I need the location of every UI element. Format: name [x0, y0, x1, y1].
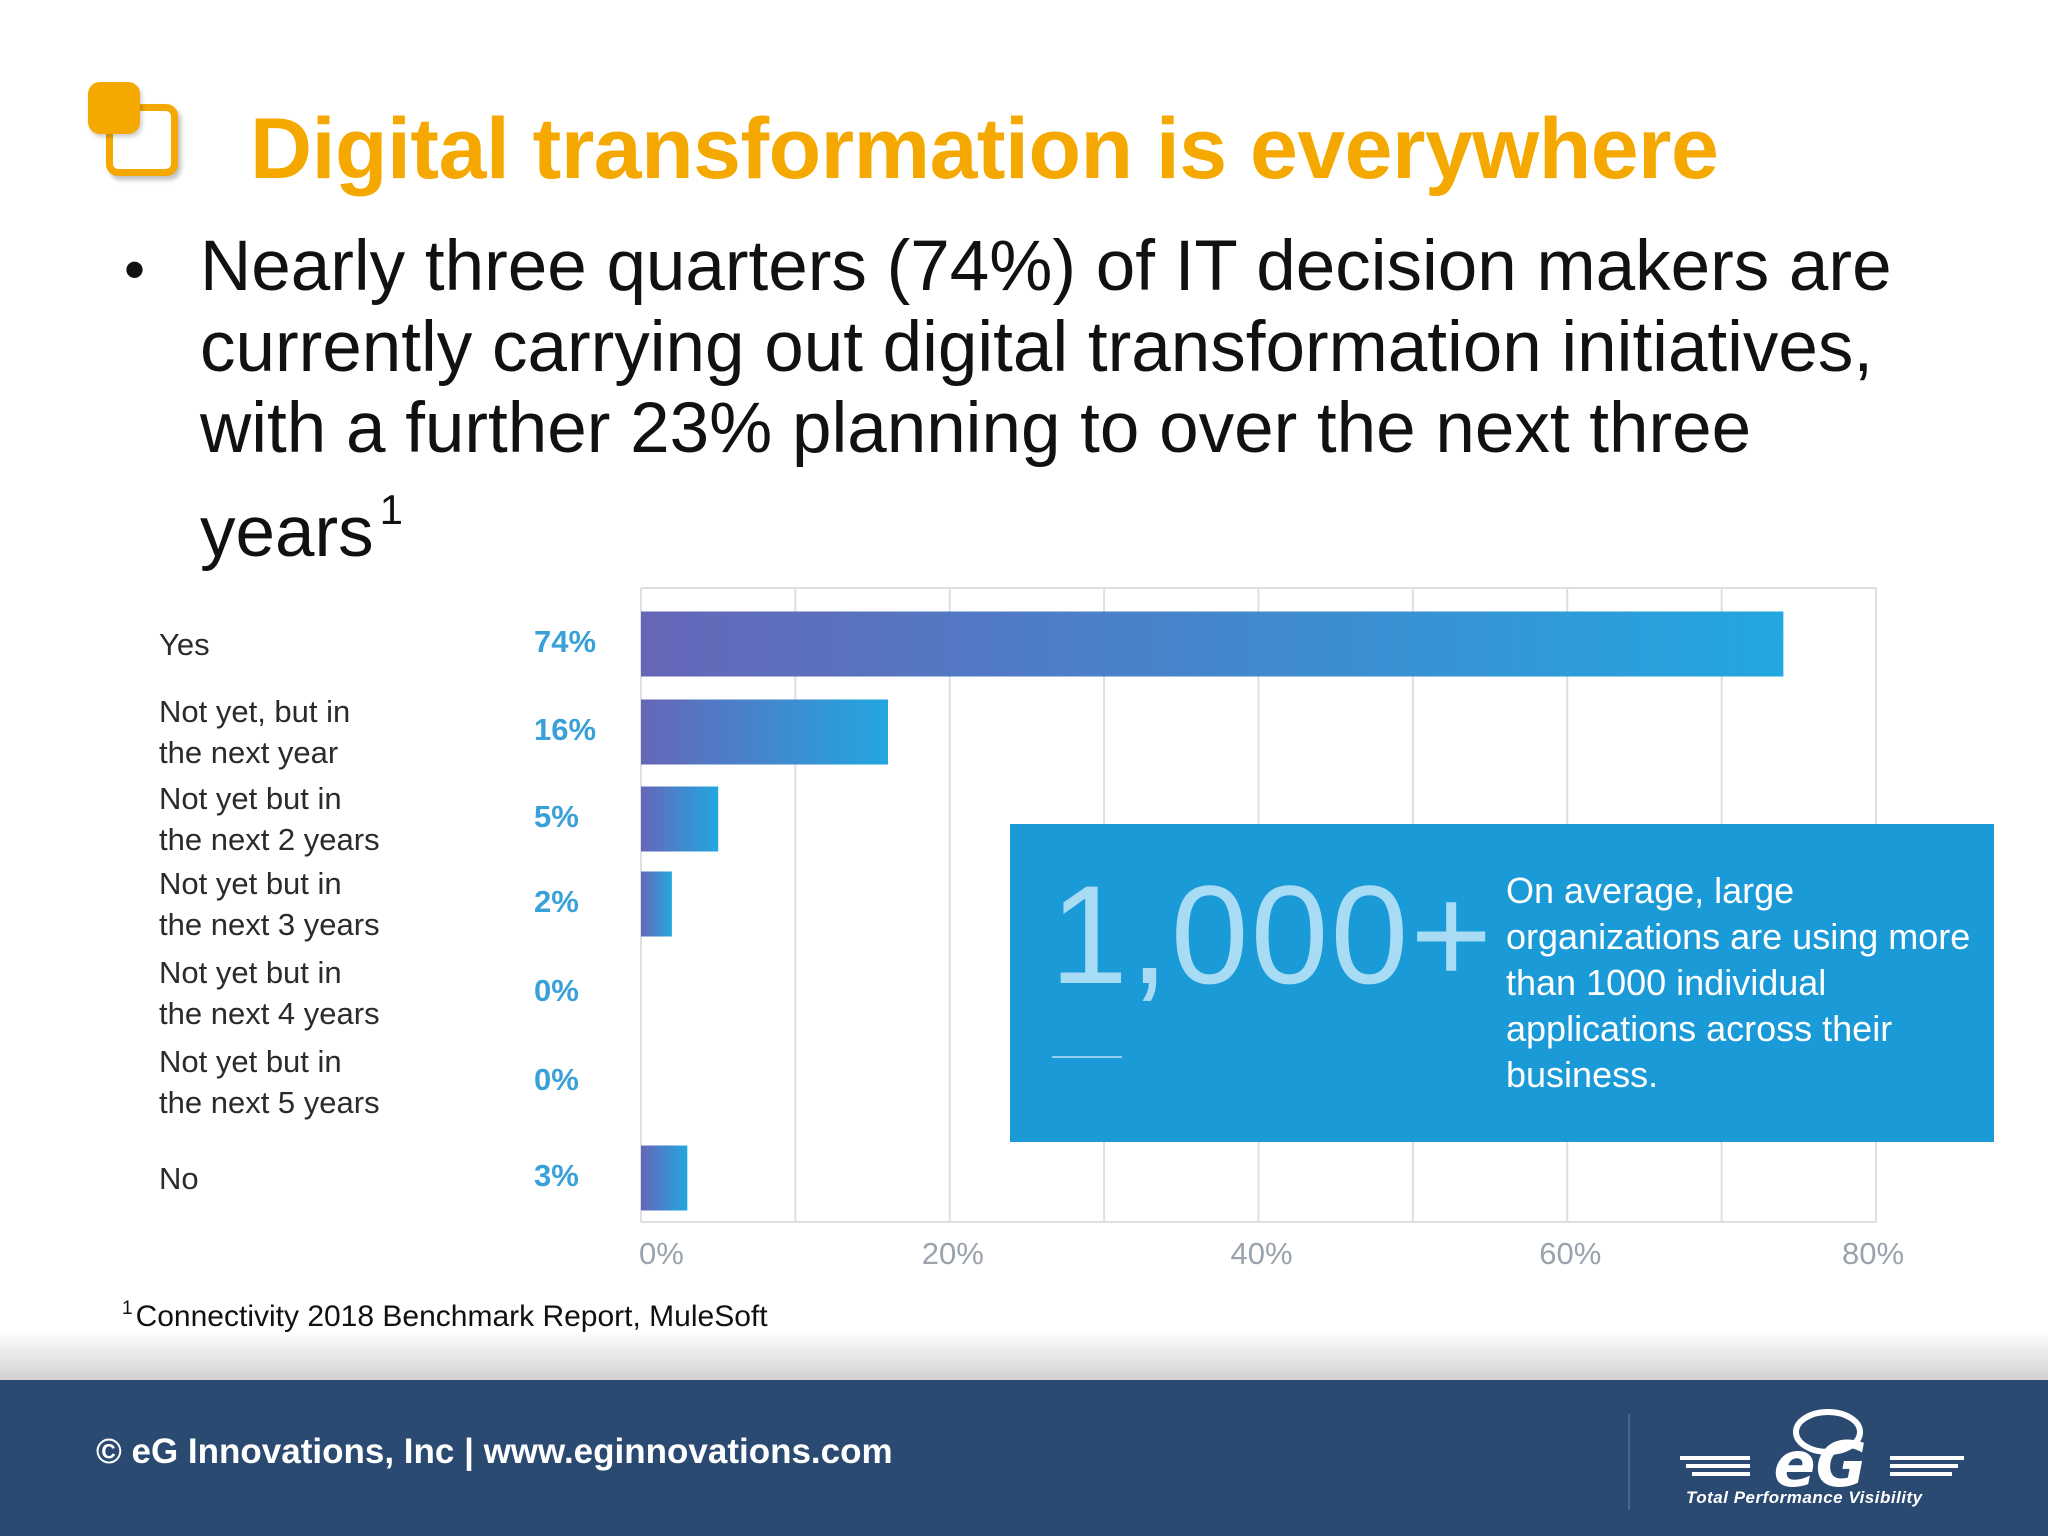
value-label: 0%: [534, 973, 579, 1008]
bar: [641, 1145, 688, 1211]
x-tick-label: 40%: [1230, 1236, 1293, 1271]
title-icon-filled-square: [88, 82, 140, 134]
title-icon: [88, 82, 188, 182]
footer-copyright: © eG Innovations, Inc | www.eginnovation…: [96, 1432, 893, 1471]
category-label: Yes: [159, 626, 210, 662]
footer-bar: © eG Innovations, Inc | www.eginnovation…: [0, 1380, 2048, 1536]
bullet-footnote-ref: 1: [379, 486, 403, 533]
category-label: Not yet but in the next 3 years: [159, 866, 380, 942]
logo-speed-lines-icon: [1680, 1456, 1964, 1476]
callout-number: 1,000+: [1050, 856, 1495, 1013]
x-tick-label: 20%: [921, 1236, 984, 1271]
x-tick-label: 60%: [1539, 1236, 1602, 1271]
bar: [641, 786, 719, 852]
footnote: 1 Connectivity 2018 Benchmark Report, Mul…: [122, 1298, 768, 1334]
callout-box: 1,000+ On average, large organizations a…: [1010, 824, 1994, 1142]
footer-shadow: [0, 1330, 2048, 1380]
footer-divider: [1628, 1414, 1630, 1510]
bullet-body: Nearly three quarters (74%) of IT decisi…: [200, 227, 1892, 572]
value-label: 74%: [534, 624, 597, 659]
footnote-marker: 1: [122, 1298, 133, 1319]
callout-text: On average, large organizations are usin…: [1506, 870, 1971, 1095]
bar: [641, 611, 1784, 677]
x-tick-label: 80%: [1842, 1236, 1905, 1271]
category-label: Not yet but in the next 5 years: [159, 1044, 380, 1120]
value-label: 5%: [534, 799, 579, 834]
title-icon-outline-square: [106, 104, 178, 176]
chart-bars: [641, 611, 1784, 1211]
value-label: 3%: [534, 1158, 579, 1193]
x-tick-label: 0%: [639, 1236, 684, 1271]
logo-tagline: Total Performance Visibility: [1686, 1488, 1923, 1507]
bar: [641, 699, 888, 765]
value-label: 16%: [534, 712, 597, 747]
bullet-text: Nearly three quarters (74%) of IT decisi…: [200, 226, 1940, 573]
callout-divider: [1052, 1056, 1122, 1058]
footnote-text: Connectivity 2018 Benchmark Report, Mule…: [135, 1300, 768, 1333]
slide-title: Digital transformation is everywhere: [250, 101, 1719, 197]
value-label: 0%: [534, 1062, 579, 1097]
bullet-point: •: [124, 236, 146, 303]
category-label: No: [159, 1160, 199, 1196]
logo-swoosh-icon: [1793, 1409, 1863, 1455]
value-label: 2%: [534, 884, 579, 919]
logo-mark: eG: [1774, 1428, 1867, 1501]
bar: [641, 871, 672, 937]
category-label: Not yet but in the next 4 years: [159, 955, 380, 1031]
eg-logo: eG: [1680, 1409, 1964, 1501]
category-label: Not yet but in the next 2 years: [159, 781, 380, 857]
category-label: Not yet, but in the next year: [159, 694, 351, 770]
